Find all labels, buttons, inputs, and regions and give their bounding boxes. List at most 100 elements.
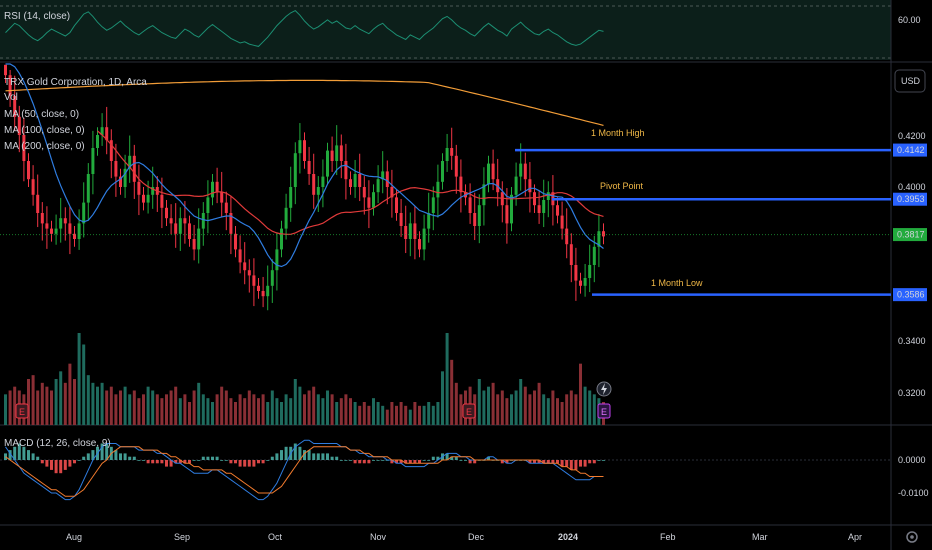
symbol-legend[interactable]: TRX Gold Corporation, 1D, Arca	[4, 77, 147, 88]
volume-bar	[109, 386, 113, 425]
price-tick: 0.3200	[898, 388, 926, 398]
candle-body	[372, 192, 375, 208]
price-tick: 0.4200	[898, 131, 926, 141]
volume-bar	[252, 394, 256, 425]
candle-body	[234, 233, 237, 250]
candle-body	[151, 187, 155, 195]
candle-body	[31, 179, 35, 195]
earnings-marker[interactable]: E	[15, 403, 29, 419]
macd-histogram-bar	[17, 443, 21, 460]
volume-bar	[408, 409, 412, 425]
settings-gear-icon[interactable]	[906, 531, 918, 543]
candle-body	[427, 213, 431, 229]
rsi-pane-background	[0, 0, 891, 60]
volume-bar	[59, 371, 63, 425]
rsi-line	[5, 9, 604, 47]
candle-body	[588, 265, 592, 278]
volume-bar	[238, 394, 242, 425]
candle-body	[441, 161, 444, 182]
volume-bar	[569, 390, 573, 425]
macd-histogram-bar	[8, 450, 12, 460]
macd-histogram-bar	[280, 450, 283, 460]
volume-bar	[537, 382, 541, 425]
indicator-legend-ma50[interactable]: MA (50, close, 0)	[4, 109, 79, 120]
volume-bar	[100, 382, 104, 425]
volume-bar	[418, 405, 421, 425]
candle-body	[13, 96, 17, 117]
candle-body	[63, 218, 67, 224]
macd-histogram-bar	[63, 460, 67, 470]
volume-bar	[298, 386, 302, 425]
volume-bar	[514, 390, 518, 425]
macd-histogram-bar	[247, 460, 251, 467]
macd-histogram-bar	[316, 453, 320, 460]
volume-bar	[491, 382, 495, 425]
volume-bar	[579, 363, 582, 425]
candle-body	[556, 205, 559, 216]
macd-histogram-bar	[59, 460, 63, 474]
volume-bar	[358, 405, 362, 425]
volume-bar	[303, 394, 306, 425]
candle-body	[395, 197, 398, 213]
earnings-marker-upcoming[interactable]: E	[597, 403, 611, 419]
macd-histogram-bar	[321, 453, 325, 460]
price-badge-pivot-point: 0.3953	[893, 192, 927, 206]
macd-histogram-bar	[413, 460, 417, 464]
volume-bar	[165, 394, 168, 425]
volume-bar	[307, 390, 311, 425]
volume-bar	[477, 379, 481, 425]
candle-body	[188, 223, 191, 239]
time-tick-oct: Oct	[268, 532, 283, 542]
volume-bar	[178, 398, 182, 425]
time-tick-dec: Dec	[468, 532, 485, 542]
earnings-marker[interactable]: E	[462, 403, 476, 419]
volume-bar	[487, 386, 490, 425]
indicator-legend-volume[interactable]: Vol	[4, 92, 18, 103]
macd-histogram-bar	[418, 460, 421, 464]
candle-body	[537, 205, 541, 213]
candle-body	[284, 207, 288, 229]
candle-body	[132, 155, 136, 182]
volume-bar	[54, 379, 58, 425]
indicator-legend-ma200[interactable]: MA (200, close, 0)	[4, 141, 85, 152]
svg-text:USD: USD	[901, 76, 921, 86]
indicator-legend-ma100[interactable]: MA (100, close, 0)	[4, 125, 85, 136]
candle-body	[592, 246, 596, 265]
volume-bar	[192, 390, 196, 425]
volume-bar	[137, 398, 141, 425]
candle-body	[91, 148, 95, 174]
candle-body	[247, 270, 251, 276]
macd-histogram-bar	[579, 460, 582, 467]
candle-body	[468, 197, 472, 213]
level-label-pivot-point: Pivot Point	[600, 181, 644, 191]
volume-bar	[510, 394, 513, 425]
macd-histogram-bar	[372, 460, 375, 461]
macd-histogram-bar	[188, 460, 191, 464]
macd-histogram-bar	[31, 453, 35, 460]
macd-histogram-bar	[201, 456, 205, 460]
macd-histogram-bar	[293, 443, 297, 460]
volume-bar	[551, 390, 555, 425]
macd-legend: MACD (12, 26, close, 9)	[4, 438, 111, 449]
macd-histogram-bar	[238, 460, 242, 467]
currency-button[interactable]: USD	[894, 69, 926, 93]
candle-body	[197, 228, 201, 250]
level-label-month-high: 1 Month High	[591, 128, 645, 138]
macd-histogram-bar	[473, 460, 477, 464]
volume-bar	[36, 390, 40, 425]
volume-bar	[339, 398, 343, 425]
candle-body	[280, 228, 283, 250]
volume-bar	[588, 390, 592, 425]
volume-bar	[441, 371, 444, 425]
candle-body	[211, 181, 214, 198]
volume-bars	[4, 333, 605, 425]
candle-body	[376, 179, 380, 193]
candle-body	[404, 226, 408, 239]
macd-histogram-bar	[73, 460, 76, 464]
candle-body	[330, 150, 334, 161]
volume-bar	[427, 402, 431, 425]
candle-body	[528, 179, 532, 193]
lightning-icon[interactable]	[596, 381, 612, 397]
macd-histogram-bar	[500, 460, 504, 464]
volume-bar	[542, 394, 546, 425]
